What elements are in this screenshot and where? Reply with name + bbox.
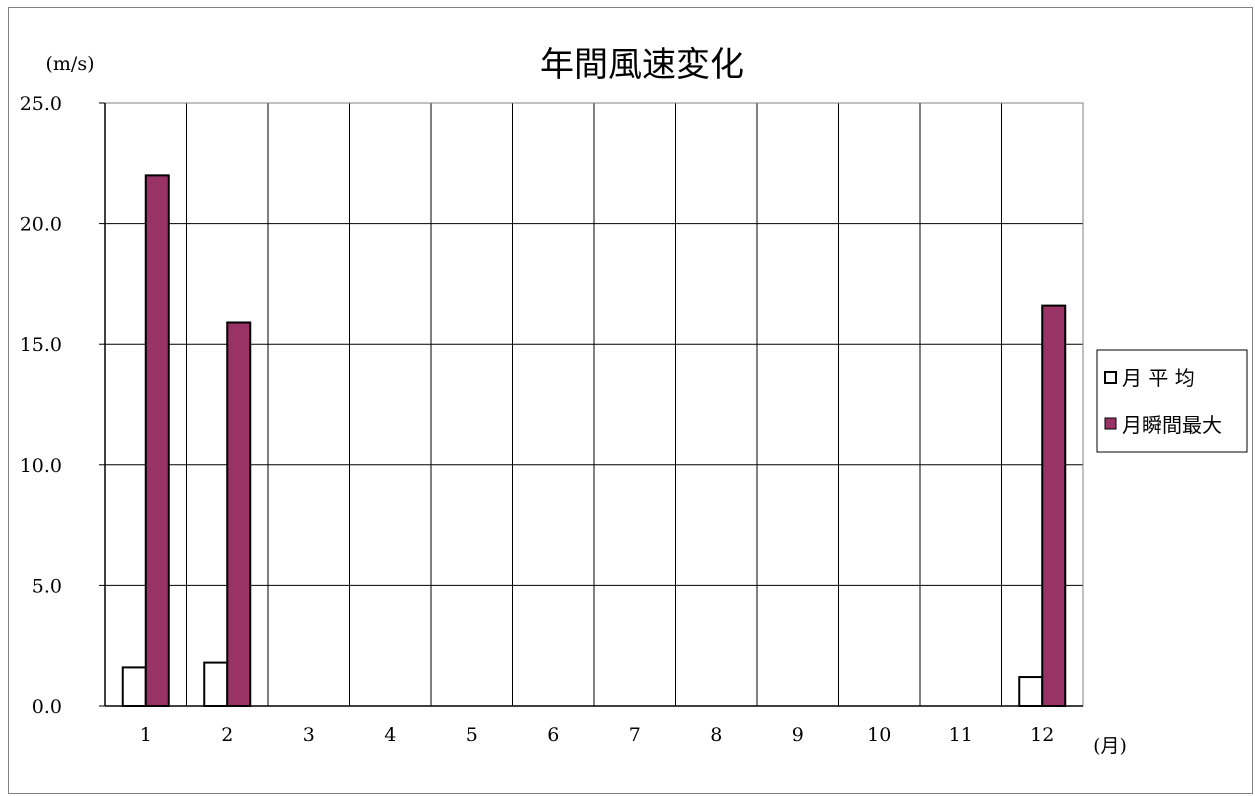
y-tick-label: 20.0	[20, 214, 62, 236]
x-tick-label: 9	[792, 724, 804, 746]
x-tick-label: 10	[867, 724, 891, 746]
x-tick-label: 11	[949, 724, 973, 746]
legend-label-monthly-average: 月 平 均	[1122, 366, 1195, 390]
x-tick-label: 4	[384, 724, 396, 746]
y-tick-label: 10.0	[20, 455, 62, 477]
legend-swatch-monthly-max-gust	[1104, 417, 1117, 430]
bar-monthly-average-12	[1018, 676, 1044, 708]
legend-box	[1096, 349, 1248, 453]
bars	[121, 174, 1067, 708]
y-tick-label: 0.0	[32, 696, 62, 718]
bar-monthly-max-gust-2	[226, 321, 252, 707]
bar-monthly-max-gust-1	[144, 174, 170, 708]
x-tick-label: 3	[303, 724, 315, 746]
legend-swatch-monthly-average	[1104, 371, 1117, 384]
legend-label-monthly-max-gust: 月瞬間最大	[1122, 413, 1222, 437]
y-tick-label: 15.0	[20, 334, 62, 356]
x-tick-label: 1	[140, 724, 152, 746]
x-tick-label: 2	[221, 724, 233, 746]
grid-lines	[105, 102, 1083, 707]
y-axis-unit: (m/s)	[46, 53, 95, 75]
x-tick-label: 6	[547, 724, 559, 746]
x-tick-label: 12	[1030, 724, 1054, 746]
y-tick-label: 5.0	[32, 575, 62, 597]
chart-title: 年間風速変化	[540, 45, 744, 85]
y-tick-label: 25.0	[20, 93, 62, 115]
x-tick-label: 5	[466, 724, 478, 746]
bar-monthly-max-gust-12	[1041, 304, 1067, 707]
x-tick-label: 7	[629, 724, 641, 746]
x-axis-unit: (月)	[1093, 735, 1127, 757]
x-tick-label: 8	[710, 724, 722, 746]
legend: 月 平 均 月瞬間最大	[1096, 349, 1248, 453]
bar-monthly-average-2	[203, 661, 229, 707]
axes	[99, 102, 1084, 707]
y-tick-labels: 0.0 5.0 10.0 15.0 20.0 25.0	[20, 93, 62, 718]
x-tick-labels: 1 2 3 4 5 6 7 8 9 10 11 12	[140, 724, 1055, 746]
bar-monthly-average-1	[121, 666, 147, 708]
